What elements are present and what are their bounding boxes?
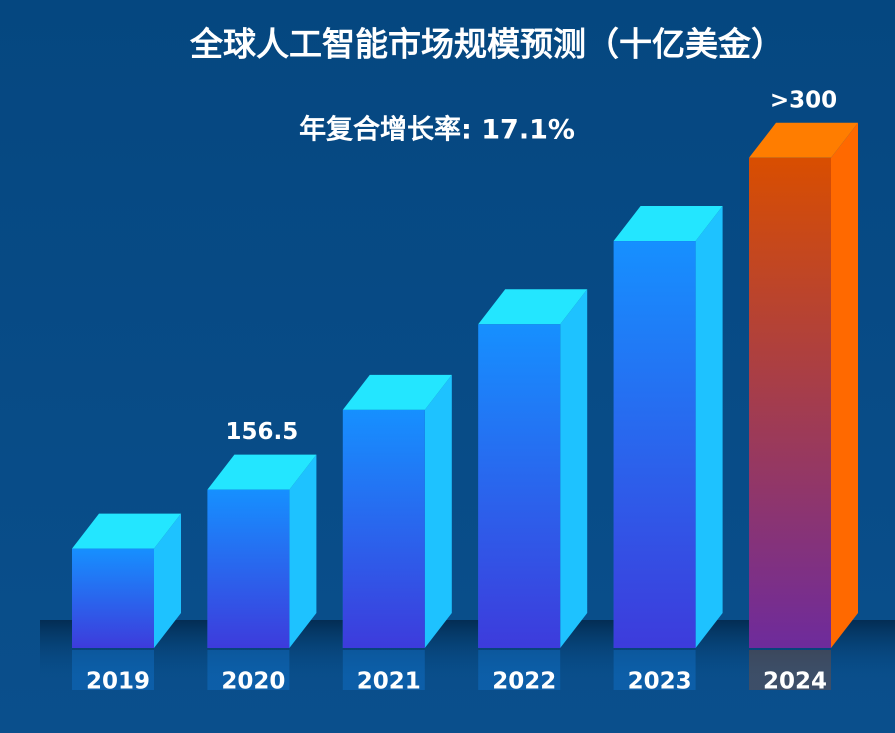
bar-top	[613, 206, 723, 242]
bar-side	[289, 454, 317, 648]
bar-shading	[749, 157, 831, 648]
bar-reflection	[207, 650, 290, 690]
bar-top	[478, 289, 588, 325]
bar-top	[749, 122, 858, 158]
bar-shading	[72, 548, 154, 648]
value-label: >300	[770, 87, 837, 113]
chart-title: 全球人工智能市场规模预测（十亿美金）	[189, 25, 784, 64]
bar-shading	[613, 241, 696, 648]
bar-reflection	[749, 650, 831, 690]
bar-reflection	[613, 650, 696, 690]
bar-top	[342, 374, 452, 410]
bar-top	[72, 513, 181, 549]
x-tick-label: 2024	[763, 669, 827, 695]
x-tick-label: 2019	[86, 669, 150, 695]
bar-side	[154, 513, 181, 648]
x-tick-label: 2021	[357, 669, 421, 695]
bar-side	[560, 289, 588, 648]
x-tick-label: 2020	[221, 669, 285, 695]
bar-reflection	[478, 650, 561, 690]
bar-side	[831, 122, 858, 648]
x-tick-label: 2022	[492, 669, 556, 695]
bar-shading	[207, 489, 290, 648]
bar-shading	[478, 324, 561, 648]
bar-side	[424, 374, 452, 648]
bar-reflection	[72, 650, 154, 690]
bar-side	[695, 206, 723, 648]
bar-shading	[342, 409, 425, 648]
value-label: 156.5	[226, 419, 299, 445]
bar-reflection	[342, 650, 425, 690]
chart-subtitle: 年复合增长率: 17.1%	[299, 114, 575, 146]
bar-top	[207, 454, 317, 490]
x-tick-label: 2023	[628, 669, 692, 695]
